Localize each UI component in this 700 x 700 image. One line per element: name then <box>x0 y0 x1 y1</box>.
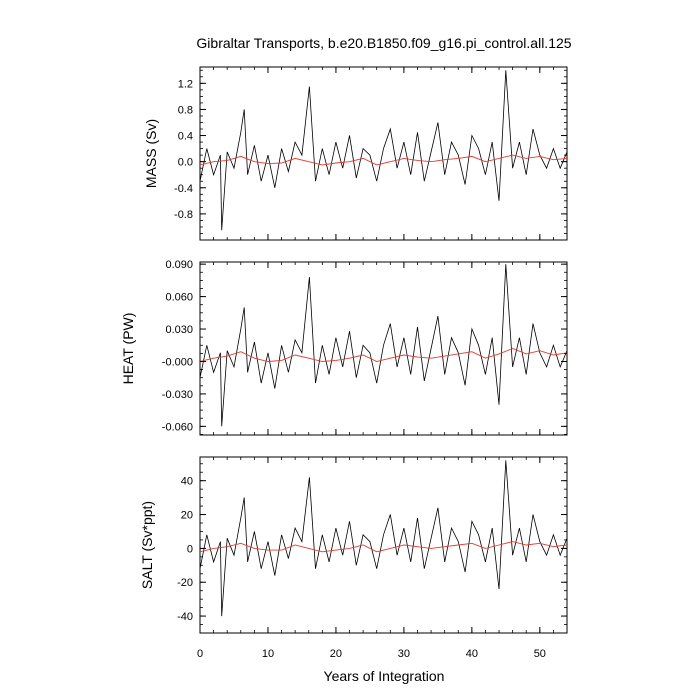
panel-2: 0.090 0.060 0.030 -0.000 -0.030 -0.060 HEAT (P… <box>120 259 568 436</box>
x-tick-label: 40 <box>466 648 478 660</box>
y-tick-label: -40 <box>177 611 193 623</box>
panel-1: 1.2 0.8 0.4 0.0 -0.4 -0.8 MASS (Sv) <box>143 66 568 241</box>
y-tick-label: -0.060 <box>162 421 193 433</box>
y-tick-label: -0.030 <box>162 389 193 401</box>
series-monthly-line <box>200 70 567 231</box>
x-tick-label: 0 <box>197 648 203 660</box>
y-tick-label: -0.4 <box>174 183 193 195</box>
series-annual-line <box>200 348 567 362</box>
series-monthly-line <box>200 460 567 617</box>
y-axis-title: MASS (Sv) <box>143 119 159 188</box>
panel-frame <box>199 261 568 436</box>
panel-3: 40 20 0 -20 -40 0 10 20 30 40 50 SALT (Sv*ppt) <box>139 456 568 660</box>
y-tick-label: 0 <box>187 543 193 555</box>
y-tick-label: 0.090 <box>165 259 193 271</box>
x-tick-label: 50 <box>534 648 546 660</box>
y-tick-label: 1.2 <box>178 78 193 90</box>
x-axis-title: Years of Integration <box>324 668 445 684</box>
panel-frame <box>199 66 568 241</box>
series-monthly-line <box>200 264 567 427</box>
x-tick-label: 20 <box>330 648 342 660</box>
x-tick-label: 30 <box>398 648 410 660</box>
y-tick-label: -20 <box>177 577 193 589</box>
y-tick-label: 0.8 <box>178 104 193 116</box>
y-tick-label: 0.4 <box>178 131 193 143</box>
chart-title: Gibraltar Transports, b.e20.B1850.f09_g1… <box>196 35 571 51</box>
y-tick-label: -0.8 <box>174 209 193 221</box>
series-annual-line <box>200 541 567 553</box>
y-tick-label: 20 <box>181 510 193 522</box>
y-tick-label: 0.060 <box>165 292 193 304</box>
y-tick-label: 40 <box>181 476 193 488</box>
series-annual-line <box>200 154 567 166</box>
y-axis-title: SALT (Sv*ppt) <box>139 501 155 589</box>
y-axis-title: HEAT (PW) <box>120 313 136 385</box>
y-tick-label: 0.0 <box>178 157 193 169</box>
y-tick-label: 0.030 <box>165 324 193 336</box>
y-tick-label: -0.000 <box>162 356 193 368</box>
x-tick-label: 10 <box>262 648 274 660</box>
